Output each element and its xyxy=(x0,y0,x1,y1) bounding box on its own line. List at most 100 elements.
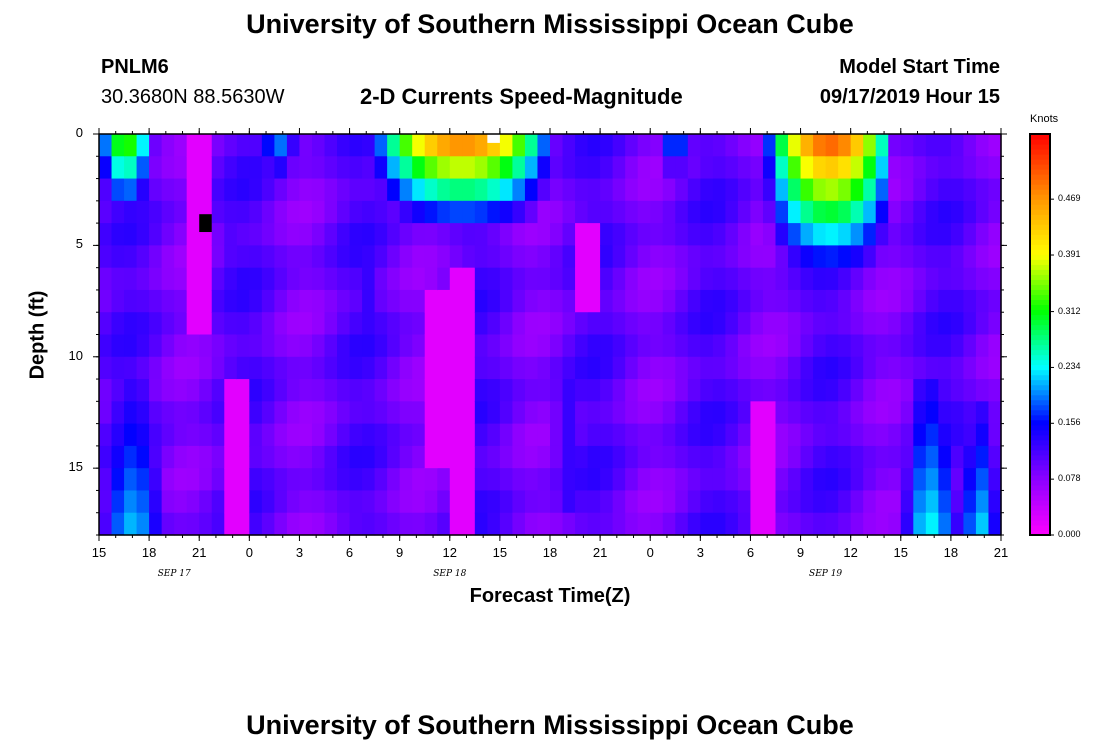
heatmap-cell xyxy=(286,445,301,469)
heatmap-cell xyxy=(161,490,175,514)
heatmap-cell xyxy=(236,245,250,269)
heatmap-cell xyxy=(499,178,514,202)
heatmap-cell xyxy=(399,289,413,313)
heatmap-cell xyxy=(449,490,463,514)
heatmap-cell xyxy=(211,379,225,402)
heatmap-cell xyxy=(424,245,438,269)
heatmap-cell xyxy=(174,334,188,358)
heatmap-cell xyxy=(662,289,676,313)
heatmap-cell xyxy=(99,401,113,425)
heatmap-cell xyxy=(950,289,965,313)
heatmap-cell xyxy=(800,200,814,224)
heatmap-cell xyxy=(174,445,188,469)
heatmap-cell xyxy=(399,468,413,492)
heatmap-cell xyxy=(650,445,664,469)
heatmap-cell xyxy=(99,334,113,358)
heatmap-cell xyxy=(600,334,614,358)
heatmap-cell xyxy=(900,512,914,536)
heatmap-cell xyxy=(800,223,814,246)
heatmap-cell xyxy=(712,423,726,447)
heatmap-cell xyxy=(625,245,639,269)
heatmap-cell xyxy=(650,200,664,224)
heatmap-cell xyxy=(374,289,388,313)
heatmap-cell xyxy=(311,223,326,246)
heatmap-cell xyxy=(512,445,526,469)
x-tick-label: 12 xyxy=(843,545,858,560)
heatmap-cell xyxy=(687,245,701,269)
heatmap-cell xyxy=(174,312,188,336)
heatmap-cell xyxy=(224,289,238,313)
heatmap-cell xyxy=(612,356,626,380)
heatmap-cell xyxy=(249,156,263,180)
heatmap-cell xyxy=(550,200,564,224)
heatmap-cell xyxy=(261,156,275,180)
heatmap-cell xyxy=(474,356,488,380)
heatmap-cell xyxy=(524,289,539,313)
heatmap-cell xyxy=(424,445,438,469)
heatmap-cell xyxy=(424,379,438,402)
heatmap-cell xyxy=(712,178,726,202)
heatmap-cell xyxy=(737,200,752,224)
heatmap-cell xyxy=(988,490,1002,514)
heatmap-cell xyxy=(800,490,814,514)
heatmap-cell xyxy=(988,223,1002,246)
heatmap-cell xyxy=(449,468,463,492)
heatmap-cell xyxy=(174,156,188,180)
colorbar-segment xyxy=(1030,414,1050,421)
heatmap-cell xyxy=(311,156,326,180)
heatmap-cell xyxy=(261,512,275,536)
heatmap-cell xyxy=(261,423,275,447)
heatmap-cell xyxy=(412,379,426,402)
heatmap-cell xyxy=(750,245,764,269)
heatmap-cell xyxy=(625,445,639,469)
heatmap-cell xyxy=(800,445,814,469)
heatmap-cell xyxy=(286,267,301,291)
heatmap-cell xyxy=(449,423,463,447)
heatmap-cell xyxy=(750,512,764,536)
heatmap-cell xyxy=(324,200,338,224)
heatmap-cell xyxy=(537,134,551,157)
heatmap-cell xyxy=(838,267,852,291)
heatmap-cell xyxy=(274,223,288,246)
heatmap-cell xyxy=(149,445,163,469)
heatmap-cell xyxy=(925,312,939,336)
heatmap-cell xyxy=(675,156,689,180)
heatmap-cell xyxy=(474,334,488,358)
heatmap-cell xyxy=(963,512,977,536)
heatmap-cell xyxy=(224,245,238,269)
heatmap-cell xyxy=(900,468,914,492)
heatmap-cell xyxy=(975,134,990,157)
heatmap-cell xyxy=(236,512,250,536)
heatmap-cell xyxy=(462,200,476,224)
heatmap-cell xyxy=(550,223,564,246)
heatmap-cell xyxy=(249,312,263,336)
heatmap-cell xyxy=(437,512,451,536)
heatmap-cell xyxy=(211,356,225,380)
heatmap-cell xyxy=(587,468,601,492)
heatmap-cell xyxy=(537,401,551,425)
chart-title-top: University of Southern Mississippi Ocean… xyxy=(246,9,854,39)
heatmap-cell xyxy=(499,312,514,336)
heatmap-cell xyxy=(575,223,589,246)
heatmap-cell xyxy=(950,468,965,492)
heatmap-cell xyxy=(600,490,614,514)
heatmap-cell xyxy=(788,245,802,269)
heatmap-cell xyxy=(737,156,752,180)
heatmap-cell xyxy=(99,445,113,469)
heatmap-cell xyxy=(399,245,413,269)
heatmap-cell xyxy=(888,312,902,336)
heatmap-cell xyxy=(399,200,413,224)
heatmap-cell xyxy=(499,468,514,492)
colorbar-segment xyxy=(1030,179,1050,185)
heatmap-cell xyxy=(224,379,238,402)
heatmap-cell xyxy=(737,401,752,425)
heatmap-cell xyxy=(863,401,877,425)
colorbar-segment xyxy=(1030,489,1050,496)
heatmap-cell xyxy=(587,334,601,358)
heatmap-cell xyxy=(136,267,150,291)
heatmap-cell xyxy=(111,267,125,291)
y-tick-label: 0 xyxy=(75,125,83,140)
heatmap-cell xyxy=(562,289,576,313)
heatmap-cell xyxy=(600,200,614,224)
colorbar-segment xyxy=(1030,404,1050,411)
